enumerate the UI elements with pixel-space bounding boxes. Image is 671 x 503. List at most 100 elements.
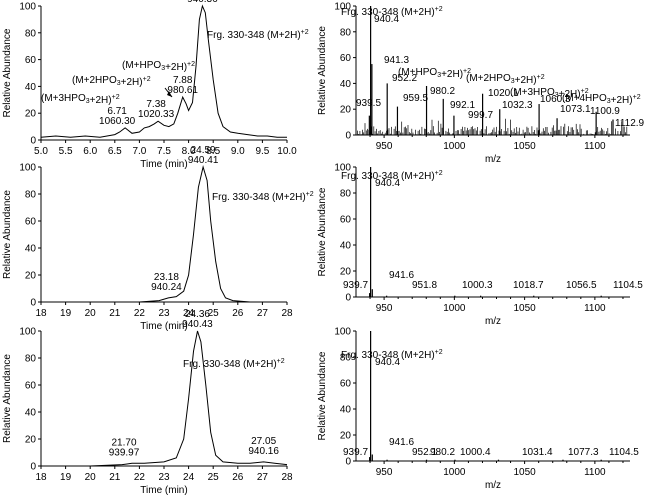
chart-panel-5: 0 20 40 60 80 100 18 19 20 21 22 23 24 25 26 27 28 Time (… [2,309,293,496]
y-tick-label: 60 [340,53,352,64]
x-tick-label: 21 [109,472,121,483]
y-tick-label: 20 [25,109,37,120]
x-tick-label: 20 [85,308,97,319]
peak-rt-label: 21.70 [112,437,137,448]
annotation-arrowhead [167,91,172,97]
chart-panel-6: 0 20 40 60 80 100 950 1000 1050 1100 m/z Relative A… [317,327,639,492]
y-tick-label: 100 [19,2,36,13]
peak-mz-label: 939.5 [356,98,381,109]
y-tick-label: 40 [340,405,352,416]
y-tick-label: 40 [340,79,352,90]
peak-mz-label: 1073.1 [560,104,591,115]
x-tick-label: 24 [183,472,195,483]
chromatogram-trace [41,330,288,467]
peak-mz-label: 1020.1 [488,88,519,99]
peak-rt-label: 24.36 [185,309,210,320]
x-axis-label: m/z [485,154,501,165]
x-tick-label: 9.0 [231,146,245,157]
ion-annotation: (M+HPO3+2H)+2 [122,60,195,73]
x-tick-label: 20 [85,472,97,483]
y-tick-label: 0 [345,457,351,468]
x-tick-label: 950 [376,467,393,478]
peak-mz-label: 980.2 [430,447,455,458]
peak-rt-label: 23.18 [154,272,179,283]
peak-mz-label: 1060.3 [540,94,571,105]
x-tick-label: 950 [376,141,393,152]
y-tick-label: 80 [25,28,37,39]
y-tick-label: 100 [334,327,351,338]
x-tick-label: 7.0 [132,146,146,157]
ion-annotation: (M+2HPO3+2H)+2 [72,75,151,88]
x-tick-label: 22 [134,472,146,483]
x-tick-label: 1050 [513,303,536,314]
x-tick-label: 21 [109,308,121,319]
x-tick-label: 24 [183,308,195,319]
x-tick-label: 950 [376,303,393,314]
peak-mz-label: 1056.5 [566,280,597,291]
x-tick-label: 8.0 [182,146,196,157]
x-tick-label: 8.5 [206,146,220,157]
peak-rt-label: 27.05 [251,436,276,447]
x-tick-label: 1100 [584,303,606,314]
peak-mz-label: 939.7 [343,280,368,291]
peak-mz-label: 951.8 [412,280,437,291]
x-tick-label: 5.5 [59,146,73,157]
y-tick-label: 100 [334,2,351,13]
y-tick-label: 100 [19,327,36,338]
chart-panel-4: 0 20 40 60 80 100 950 1000 1050 1100 m/z Relative A… [317,163,643,328]
x-tick-label: 1050 [513,141,536,152]
y-tick-label: 80 [340,189,352,200]
chromatogram-trace [40,4,287,138]
x-tick-label: 26 [232,308,244,319]
x-tick-label: 1000 [443,303,466,314]
peak-mz-label: 941.6 [389,270,414,281]
series-legend: Frg. 330-348 (M+2H)+2 [341,349,443,361]
y-tick-label: 20 [25,435,37,446]
ion-annotation: (M+4HPO3+2H)+2 [562,93,641,106]
x-axis-label: m/z [485,316,501,327]
y-tick-label: 0 [345,293,351,304]
y-tick-label: 80 [340,27,352,38]
peak-mz-label: 1100.9 [590,106,620,117]
x-tick-label: 1000 [443,467,466,478]
peak-mz-label: 980.61 [167,85,198,96]
y-tick-label: 80 [340,353,352,364]
peak-mz-label: 941.3 [384,55,409,66]
x-tick-label: 10.0 [277,146,297,157]
x-tick-label: 28 [281,472,293,483]
x-tick-label: 19 [60,308,72,319]
y-tick-label: 40 [25,244,37,255]
peak-mz-label: 940.36 [187,0,218,5]
series-legend: Frg. 330-348 (M+2H)+2 [341,6,443,18]
x-tick-label: 7.5 [157,146,171,157]
x-tick-label: 18 [35,472,47,483]
y-axis-label: Relative Abundance [317,351,328,440]
y-tick-label: 100 [19,163,36,174]
x-axis-label: Time (min) [140,321,187,332]
peak-mz-label: 940.4 [375,178,400,189]
ion-annotation: (M+3HPO3+2H)+2 [41,93,120,106]
peak-mz-label: 940.16 [248,446,279,457]
x-tick-label: 9.5 [255,146,269,157]
chart-panel-3: 0 20 40 60 80 100 18 19 20 21 22 23 24 25 26 27 28 Time (… [2,145,314,332]
y-tick-label: 20 [340,431,352,442]
y-axis-label: Relative Abundance [2,354,13,443]
series-legend: Frg. 330-348 (M+2H)+2 [183,358,285,370]
y-tick-label: 80 [25,354,37,365]
y-axis-label: Relative Abundance [2,190,13,279]
y-tick-label: 0 [30,136,36,147]
y-axis-label: Relative Abundance [317,187,328,276]
y-tick-label: 20 [25,271,37,282]
series-legend: Frg. 330-348 (M+2H)+2 [212,191,314,203]
peak-mz-label: 980.2 [430,86,455,97]
x-axis-label: Time (min) [140,485,187,496]
peak-mz-label: 992.1 [450,100,475,111]
ion-annotation: (M+HPO3+2H)+2 [398,67,471,80]
peak-mz-label: 1112.9 [615,118,645,129]
peak-mz-label: 940.24 [151,282,182,293]
peak-mz-label: 940.4 [375,357,400,368]
y-tick-label: 80 [25,190,37,201]
x-tick-label: 1050 [513,467,536,478]
x-tick-label: 27 [257,308,269,319]
x-tick-label: 27 [257,472,269,483]
